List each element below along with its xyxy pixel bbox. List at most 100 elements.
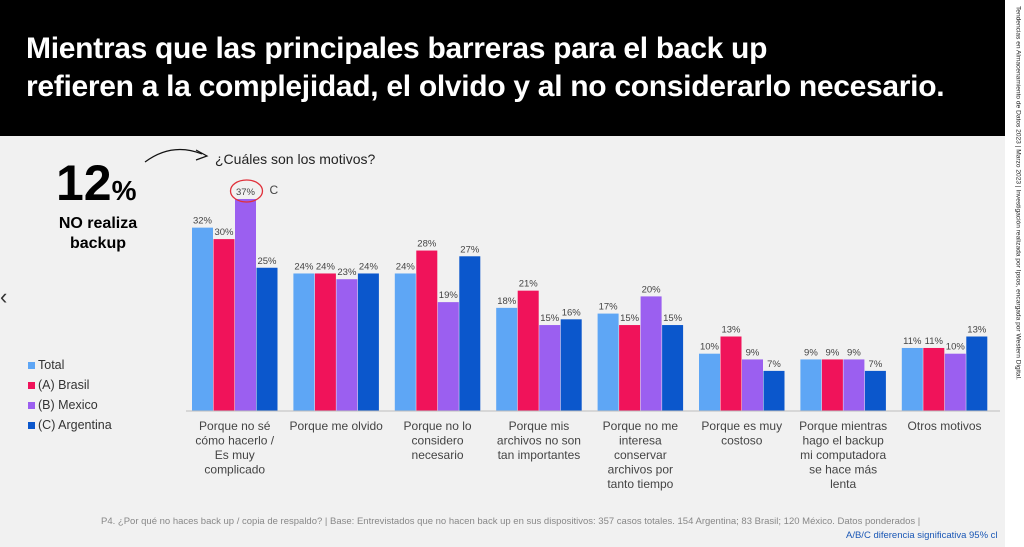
category-label-line: mi computadora (800, 448, 886, 462)
big-percentage: 12% (56, 158, 137, 208)
category-label-8: Otros motivos (908, 419, 982, 433)
page-title: Mientras que las principales barreras pa… (26, 30, 945, 106)
bar-3-2 (416, 250, 438, 411)
title-line-1: Mientras que las principales barreras pa… (26, 32, 768, 65)
bar-5-2 (619, 325, 641, 411)
value-label-4-2: 21% (519, 279, 539, 290)
legend-label-total: Total (38, 358, 65, 372)
category-label-3: Porque no lo considero necesario (404, 419, 472, 462)
value-label-1-1: 32% (193, 216, 213, 227)
value-label-8-4: 13% (967, 325, 987, 336)
no-backup-line-2: backup (69, 235, 126, 252)
category-label-line: tanto tiempo (607, 477, 673, 491)
legend-item-argentina: (C) Argentina (28, 415, 112, 435)
side-source-note: Tendencias en Almacenamiento de Datos 20… (1014, 6, 1022, 380)
category-label-2: Porque me olvido (289, 419, 383, 433)
value-label-2-4: 24% (359, 261, 379, 272)
bar-7-2 (821, 359, 843, 411)
category-label-line: tan importantes (498, 448, 581, 462)
chart-legend: Total (A) Brasil (B) Mexico (C) Argentin… (28, 355, 112, 435)
bar-1-2 (213, 239, 235, 411)
category-label-line: considero (412, 434, 464, 448)
bar-6-3 (742, 359, 763, 411)
side-strip (1005, 0, 1024, 547)
no-backup-line-1: NO realiza (58, 215, 138, 232)
legend-swatch-total (28, 361, 35, 369)
category-label-line: Porque no sé (199, 419, 271, 433)
category-label-line: complicado (204, 463, 265, 477)
bar-3-4 (459, 256, 481, 411)
category-label-line: necesario (412, 448, 464, 462)
category-label-7: Porque mientras hago el backup mi computad… (799, 419, 887, 491)
legend-item-mexico: (B) Mexico (28, 395, 112, 415)
bar-7-4 (864, 370, 886, 411)
value-label-4-3: 15% (540, 313, 560, 324)
bar-2-4 (357, 273, 379, 411)
no-backup-label: NO realiza backup (52, 214, 144, 254)
category-label-line: Porque no lo (404, 419, 472, 433)
bar-2-1 (293, 273, 315, 411)
previous-slide-arrow[interactable]: ‹ (0, 284, 8, 309)
value-label-8-3: 10% (946, 342, 966, 353)
bar-6-2 (720, 336, 742, 411)
value-label-3-1: 24% (396, 261, 416, 272)
footnote: P4. ¿Por qué no haces back up / copia de… (101, 516, 921, 527)
legend-swatch-mexico (28, 401, 35, 409)
legend-item-total: Total (28, 355, 112, 375)
value-label-7-3: 9% (847, 347, 861, 358)
significance-letter-1: C (270, 183, 279, 197)
value-label-7-2: 9% (826, 347, 840, 358)
bar-8-3 (944, 353, 966, 411)
category-label-line: conservar (614, 448, 667, 462)
big-percentage-value: 12 (56, 155, 112, 211)
value-label-8-1: 11% (903, 336, 922, 347)
bar-3-1 (394, 273, 416, 411)
bar-2-2 (314, 273, 336, 411)
value-label-6-4: 7% (767, 359, 781, 370)
arrow-curve (144, 148, 203, 163)
value-label-2-3: 23% (337, 267, 357, 278)
arrow-head-icon (195, 149, 209, 161)
category-label-line: Otros motivos (908, 419, 982, 433)
category-label-line: archivos no son (497, 434, 581, 448)
bar-4-2 (517, 290, 539, 411)
bar-8-2 (923, 347, 945, 411)
bar-7-3 (843, 359, 865, 411)
bar-1-1 (192, 227, 213, 411)
value-label-2-2: 24% (316, 261, 336, 272)
bar-5-3 (640, 296, 662, 411)
category-label-line: Porque mis (509, 419, 570, 433)
big-percentage-unit: % (111, 175, 137, 206)
value-label-6-2: 13% (721, 325, 741, 336)
value-label-1-2: 30% (214, 227, 234, 238)
category-label-line: se hace más (809, 463, 877, 477)
bar-5-1 (597, 313, 619, 411)
category-label-line: archivos por (608, 463, 673, 477)
category-label-6: Porque es muy costoso (701, 419, 782, 448)
value-label-7-4: 7% (869, 359, 883, 370)
value-label-5-4: 15% (663, 313, 683, 324)
value-label-5-3: 20% (642, 284, 662, 295)
bar-7-1 (800, 359, 822, 411)
legend-label-mexico: (B) Mexico (38, 398, 98, 412)
bar-5-4 (662, 325, 684, 411)
value-label-7-1: 9% (804, 347, 818, 358)
bar-3-3 (437, 302, 459, 411)
bar-1-3 (235, 198, 256, 411)
value-label-1-4: 25% (257, 256, 277, 267)
category-label-line: costoso (721, 434, 763, 448)
value-label-3-4: 27% (460, 244, 480, 255)
value-label-4-1: 18% (497, 296, 517, 307)
category-label-line: interesa (619, 434, 662, 448)
legend-swatch-argentina (28, 421, 35, 429)
significance-note: A/B/C diferencia significativa 95% cl (846, 530, 998, 541)
category-label-line: hago el backup (802, 434, 884, 448)
category-label-line: Es muy (215, 448, 255, 462)
value-label-6-3: 9% (746, 347, 760, 358)
value-label-3-3: 19% (439, 290, 459, 301)
title-line-2: refieren a la complejidad, el olvido y a… (26, 70, 945, 103)
bar-8-4 (966, 336, 988, 411)
value-label-6-1: 10% (700, 342, 720, 353)
category-label-line: Porque es muy (701, 419, 782, 433)
value-label-5-2: 15% (620, 313, 640, 324)
